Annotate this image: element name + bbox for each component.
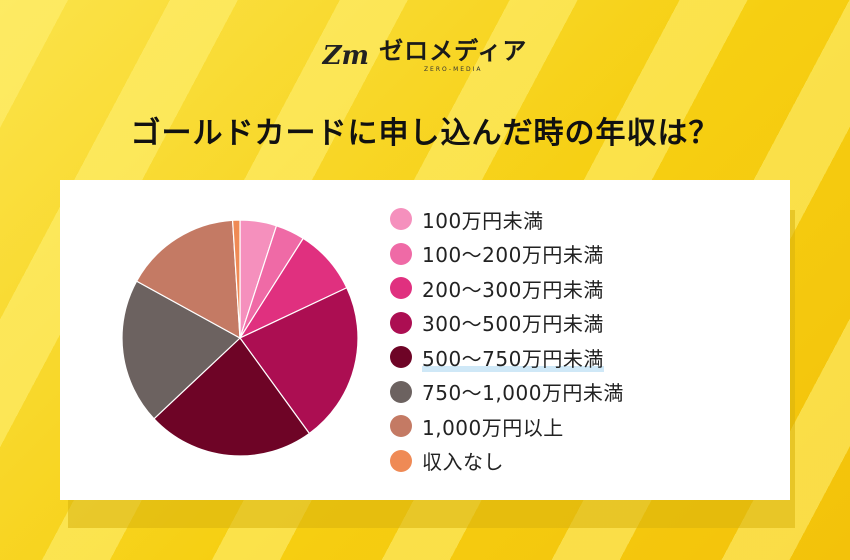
chart-card: 100万円未満 100〜200万円未満 200〜300万円未満 300〜500万円未満… [60, 180, 790, 500]
legend-swatch [390, 346, 412, 369]
legend-swatch [390, 380, 412, 403]
legend-swatch [390, 242, 412, 265]
legend-swatch [390, 311, 412, 334]
chart-legend: 100万円未満 100〜200万円未満 200〜300万円未満 300〜500万円未満… [390, 202, 624, 478]
legend-swatch [390, 277, 412, 300]
legend-item: 300〜500万円未満 [390, 306, 624, 341]
legend-swatch [390, 449, 412, 472]
legend-label: 収入なし [422, 450, 504, 475]
logo-subtext: ZERO-MEDIA [423, 66, 483, 73]
pie-slice [153, 337, 311, 457]
legend-label: 500〜750万円未満 [422, 343, 604, 372]
pie-slice [231, 219, 241, 339]
legend-item: 1,000万円以上 [390, 409, 624, 444]
legend-item: 750〜1,000万円未満 [390, 375, 624, 410]
legend-label: 750〜1,000万円未満 [422, 381, 624, 406]
logo-wordmark: ゼロメディア ZERO-MEDIA [379, 39, 527, 73]
legend-swatch [390, 208, 412, 231]
legend-item: 200〜300万円未満 [390, 271, 624, 306]
legend-label: 100万円未満 [422, 208, 544, 233]
page-title: ゴールドカードに申し込んだ時の年収は？ [130, 116, 720, 151]
pie-slice [239, 286, 359, 435]
logo-mark: Zm [322, 41, 370, 71]
logo-name: ゼロメディア [379, 37, 528, 65]
pie-slice [121, 280, 242, 420]
legend-item: 500〜750万円未満 [390, 340, 624, 375]
pie-slice [135, 219, 241, 340]
legend-label: 300〜500万円未満 [422, 312, 604, 337]
legend-label: 100〜200万円未満 [422, 243, 604, 268]
brand-logo: Zm ゼロメディア ZERO-MEDIA [0, 36, 850, 76]
legend-label: 1,000万円以上 [422, 415, 564, 440]
legend-label: 200〜300万円未満 [422, 277, 604, 302]
pie-chart [121, 219, 359, 457]
legend-item: 100〜200万円未満 [390, 237, 624, 272]
legend-swatch [390, 415, 412, 438]
legend-item: 収入なし [390, 444, 624, 479]
legend-item: 100万円未満 [390, 202, 624, 237]
